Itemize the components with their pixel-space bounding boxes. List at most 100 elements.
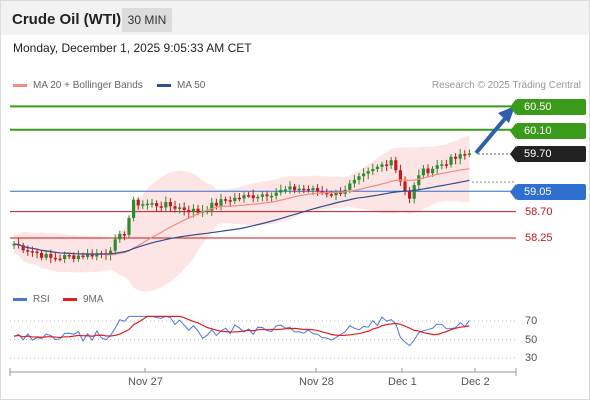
ma20-swatch (13, 84, 27, 87)
candle-body (90, 253, 94, 257)
candle-body (260, 194, 264, 197)
candle (132, 196, 136, 222)
candle-body (444, 164, 448, 166)
candle-body (35, 251, 39, 254)
x-axis (9, 368, 517, 376)
candle (412, 182, 416, 204)
candle-body (95, 253, 99, 257)
candle-body (178, 207, 182, 209)
candle (366, 167, 370, 180)
candle-body (40, 252, 44, 258)
candle-body (265, 194, 269, 197)
candle (155, 200, 159, 212)
candle (265, 191, 269, 202)
legend-ma20: MA 20 + Bollinger Bands (13, 80, 143, 91)
candle-body (366, 171, 370, 174)
candle-body (159, 206, 163, 208)
candle (136, 197, 140, 210)
candle-body (242, 195, 246, 199)
candle-body (463, 154, 467, 156)
candle-body (288, 186, 292, 190)
candle-body (127, 217, 131, 235)
candle (279, 184, 283, 196)
timestamp: Monday, December 1, 2025 9:05:33 AM CET (13, 41, 252, 55)
candle-body (352, 179, 356, 184)
candle-body (67, 255, 71, 257)
candle (463, 150, 467, 160)
candle (233, 193, 237, 204)
candle (173, 200, 177, 213)
candle (398, 164, 402, 187)
rsi-tick-70: 70 (525, 315, 538, 327)
candle (251, 189, 255, 203)
candle (210, 197, 214, 216)
timeframe-button[interactable]: 30 MIN (122, 8, 172, 32)
candle (449, 154, 453, 168)
candle (168, 198, 172, 212)
candle-body (306, 189, 310, 191)
candle-body (224, 199, 228, 201)
candle-body (458, 154, 462, 159)
candle (454, 153, 458, 165)
candle (380, 161, 384, 172)
candle (362, 168, 366, 182)
support-1-label: 58.70 (525, 206, 553, 218)
candle (339, 187, 343, 197)
candle-body (26, 250, 30, 252)
candle (219, 193, 223, 211)
x-label-dec2: Dec 2 (461, 376, 490, 388)
candle (76, 250, 80, 262)
title-bar: Crude Oil (WTI) 30 MIN (1, 1, 589, 35)
bollinger-band (14, 135, 470, 292)
candle (122, 231, 126, 241)
candle-body (421, 168, 425, 176)
candle (458, 149, 462, 165)
candle-body (72, 255, 76, 260)
candle-body (214, 202, 218, 206)
ma20-label: MA 20 + Bollinger Bands (33, 80, 143, 91)
candle-body (417, 175, 421, 186)
candle-body (168, 202, 172, 207)
candle-body (440, 164, 444, 166)
legend-ma50: MA 50 (157, 80, 205, 91)
candle-body (426, 168, 430, 174)
candle-body (316, 188, 320, 192)
candle (385, 160, 389, 172)
rsi-tick-50: 50 (525, 334, 538, 346)
candle (113, 234, 117, 256)
candle-body (12, 243, 16, 246)
candle (302, 184, 306, 194)
last-price-label: 59.70 (510, 146, 586, 162)
candle-body (293, 186, 297, 191)
candle (58, 254, 62, 262)
candle-body (251, 195, 255, 199)
candle-body (76, 255, 80, 260)
candle-body (132, 199, 136, 218)
candle-body (389, 160, 393, 166)
candle-body (196, 208, 200, 213)
candle-body (205, 210, 209, 213)
pivot-label: 59.05 (510, 184, 586, 200)
candle (256, 194, 260, 202)
rsi-tick-30: 30 (525, 352, 538, 364)
x-label-nov28: Nov 28 (299, 376, 334, 388)
candle-body (182, 207, 186, 210)
candle-body (21, 245, 25, 251)
candle (371, 163, 375, 175)
ma50-swatch (157, 84, 171, 87)
legend-rsi: RSI (13, 294, 50, 305)
candle-body (233, 197, 237, 202)
candle-body (431, 168, 435, 174)
rsi-swatch (13, 298, 27, 301)
candle-body (63, 255, 67, 260)
candle (237, 193, 241, 202)
candle-body (380, 164, 384, 167)
candle-body (81, 255, 85, 258)
ma9-swatch (63, 298, 77, 301)
moving-averages (13, 168, 470, 256)
candle-body (348, 183, 352, 190)
candle-body (256, 196, 260, 199)
candle (178, 203, 182, 214)
candle-body (155, 203, 159, 207)
